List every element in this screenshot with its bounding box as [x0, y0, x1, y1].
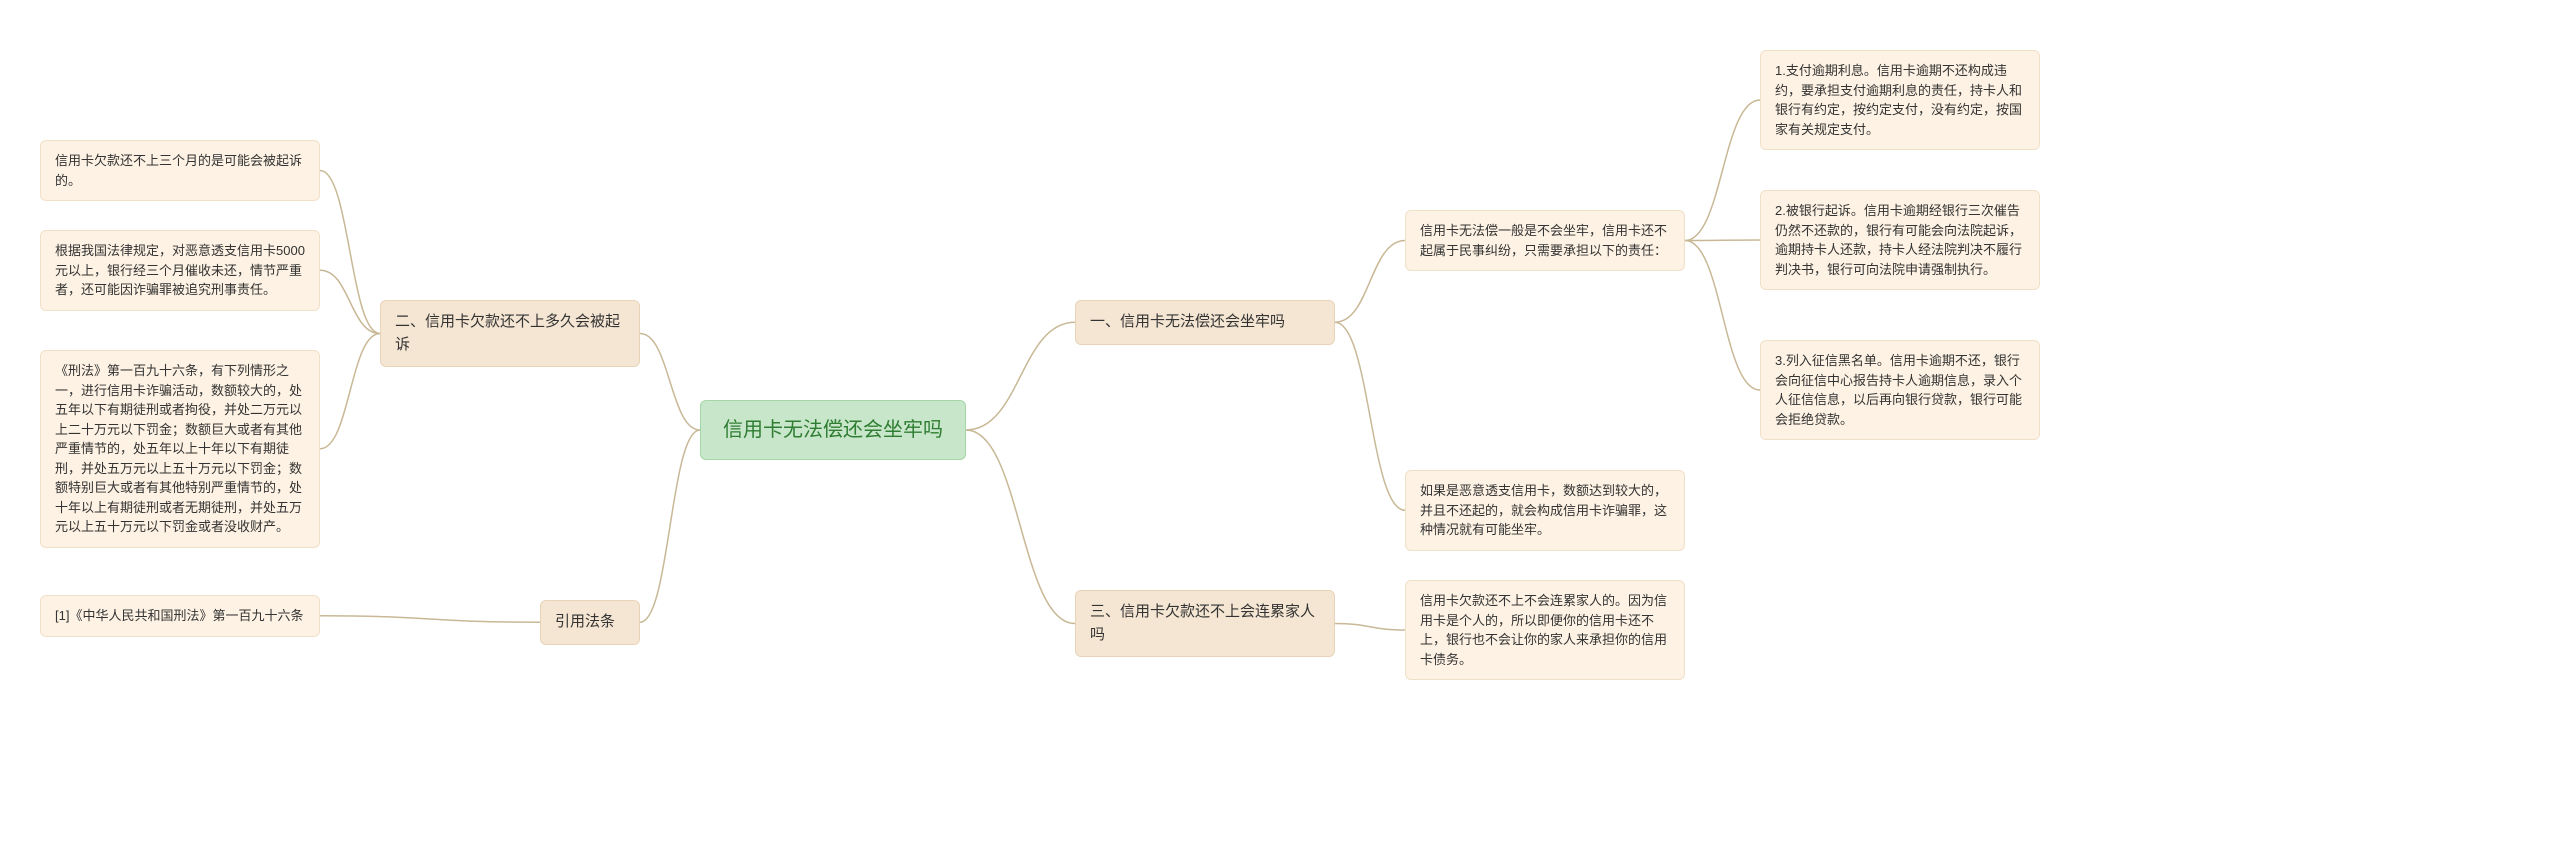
leaf-node: 信用卡欠款还不上不会连累家人的。因为信用卡是个人的，所以即便你的信用卡还不上，银… — [1405, 580, 1685, 680]
leaf-node: [1]《中华人民共和国刑法》第一百九十六条 — [40, 595, 320, 637]
branch-node: 三、信用卡欠款还不上会连累家人吗 — [1075, 590, 1335, 657]
branch-node: 引用法条 — [540, 600, 640, 645]
root-text: 信用卡无法偿还会坐牢吗 — [723, 419, 943, 441]
leaf-node: 1.支付逾期利息。信用卡逾期不还构成违约，要承担支付逾期利息的责任，持卡人和银行… — [1760, 50, 2040, 150]
leaf-node: 《刑法》第一百九十六条，有下列情形之一，进行信用卡诈骗活动，数额较大的，处五年以… — [40, 350, 320, 548]
branch-node: 一、信用卡无法偿还会坐牢吗 — [1075, 300, 1335, 345]
connector-layer — [0, 0, 2560, 847]
mindmap-root: 信用卡无法偿还会坐牢吗 — [700, 400, 966, 460]
leaf-node: 根据我国法律规定，对恶意透支信用卡5000元以上，银行经三个月催收未还，情节严重… — [40, 230, 320, 311]
leaf-node: 信用卡无法偿一般是不会坐牢，信用卡还不起属于民事纠纷，只需要承担以下的责任： — [1405, 210, 1685, 271]
leaf-node: 2.被银行起诉。信用卡逾期经银行三次催告仍然不还款的，银行有可能会向法院起诉，逾… — [1760, 190, 2040, 290]
branch-node: 二、信用卡欠款还不上多久会被起诉 — [380, 300, 640, 367]
leaf-node: 信用卡欠款还不上三个月的是可能会被起诉的。 — [40, 140, 320, 201]
leaf-node: 如果是恶意透支信用卡，数额达到较大的，并且不还起的，就会构成信用卡诈骗罪，这种情… — [1405, 470, 1685, 551]
leaf-node: 3.列入征信黑名单。信用卡逾期不还，银行会向征信中心报告持卡人逾期信息，录入个人… — [1760, 340, 2040, 440]
